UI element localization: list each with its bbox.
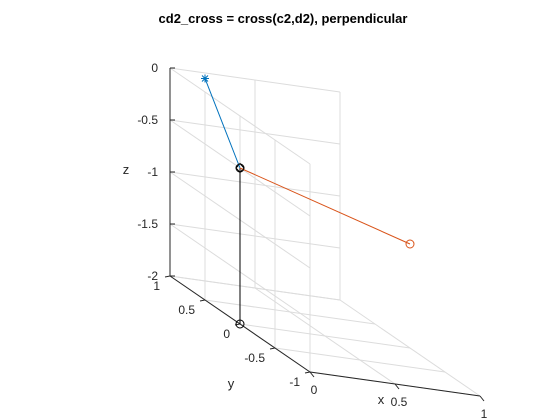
x-tick-label: 0 [311, 383, 318, 397]
floor-grid-line [274, 347, 446, 373]
axes-layer [169, 68, 481, 397]
y-tick-label: -0.5 [244, 351, 265, 365]
grid-layer [169, 67, 481, 397]
y-tick-label: 0.5 [178, 303, 195, 317]
z-tick-label: 0 [151, 61, 158, 75]
series-layer [201, 74, 415, 329]
wall-grid-line [169, 119, 341, 145]
floor-grid-line [239, 323, 411, 349]
y-tick-mark [164, 275, 171, 278]
y-tick-mark [304, 371, 311, 374]
series-line-1 [204, 78, 241, 169]
wall-grid-line [169, 275, 341, 301]
x-tick-mark [394, 383, 400, 390]
x-tick-mark [309, 371, 315, 378]
ticks-layer: 0 0.5 1 1 0.5 0 -0.5 -1 0 -0.5 -1 -1.5 -2 [137, 61, 487, 420]
series-end-marker-2 [405, 239, 415, 249]
wall-grid-line [169, 67, 341, 93]
x-tick-label: 0.5 [391, 395, 408, 409]
wall-grid-line [169, 171, 341, 197]
chart-title: cd2_cross = cross(c2,d2), perpendicular [159, 11, 408, 26]
series-line-2 [239, 167, 411, 245]
y-tick-mark [199, 299, 206, 302]
y-tick-label: -1 [289, 375, 300, 389]
series-end-marker-1 [201, 74, 209, 83]
point-marker-1 [235, 163, 245, 173]
x-tick-mark [479, 395, 485, 402]
y-tick-label: 0 [223, 327, 230, 341]
z-axis-label: z [123, 162, 130, 177]
z-tick-label: -1.5 [137, 217, 158, 231]
y-axis-label: y [228, 376, 235, 391]
z-tick-label: -2 [147, 269, 158, 283]
x-tick-label: 1 [481, 407, 488, 420]
wall-grid-line [169, 67, 311, 165]
floor-grid-line [204, 299, 376, 325]
z-tick-label: -1 [147, 165, 158, 179]
x-axis-label: x [378, 392, 385, 407]
point-marker-0 [235, 319, 245, 329]
y-tick-label: 1 [153, 279, 160, 293]
z-tick-label: -0.5 [137, 113, 158, 127]
wall-grid-line [169, 223, 341, 249]
y-tick-mark [269, 347, 276, 350]
